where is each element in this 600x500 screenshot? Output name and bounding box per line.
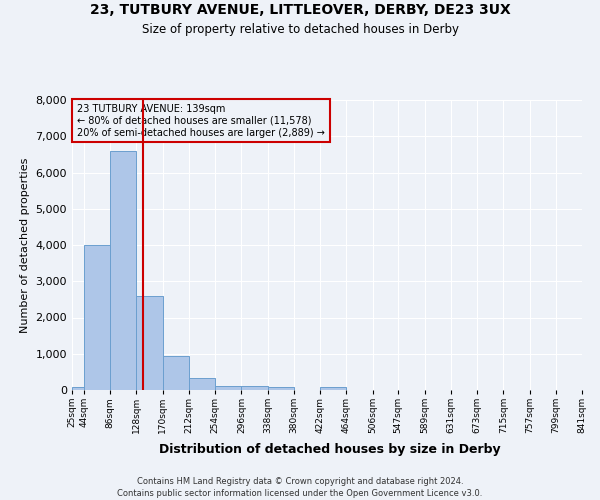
Bar	[136, 296, 163, 390]
Text: Contains public sector information licensed under the Open Government Licence v3: Contains public sector information licen…	[118, 489, 482, 498]
Text: Contains HM Land Registry data © Crown copyright and database right 2024.: Contains HM Land Registry data © Crown c…	[137, 478, 463, 486]
Bar	[241, 386, 268, 390]
Text: Distribution of detached houses by size in Derby: Distribution of detached houses by size …	[159, 442, 501, 456]
Bar	[163, 356, 189, 390]
Bar	[110, 151, 136, 390]
Y-axis label: Number of detached properties: Number of detached properties	[20, 158, 30, 332]
Text: Size of property relative to detached houses in Derby: Size of property relative to detached ho…	[142, 22, 458, 36]
Bar	[72, 388, 84, 390]
Bar	[84, 245, 110, 390]
Bar	[320, 388, 346, 390]
Bar	[189, 378, 215, 390]
Text: 23, TUTBURY AVENUE, LITTLEOVER, DERBY, DE23 3UX: 23, TUTBURY AVENUE, LITTLEOVER, DERBY, D…	[89, 2, 511, 16]
Bar	[268, 388, 294, 390]
Bar	[215, 386, 241, 390]
Text: 23 TUTBURY AVENUE: 139sqm
← 80% of detached houses are smaller (11,578)
20% of s: 23 TUTBURY AVENUE: 139sqm ← 80% of detac…	[77, 104, 325, 138]
